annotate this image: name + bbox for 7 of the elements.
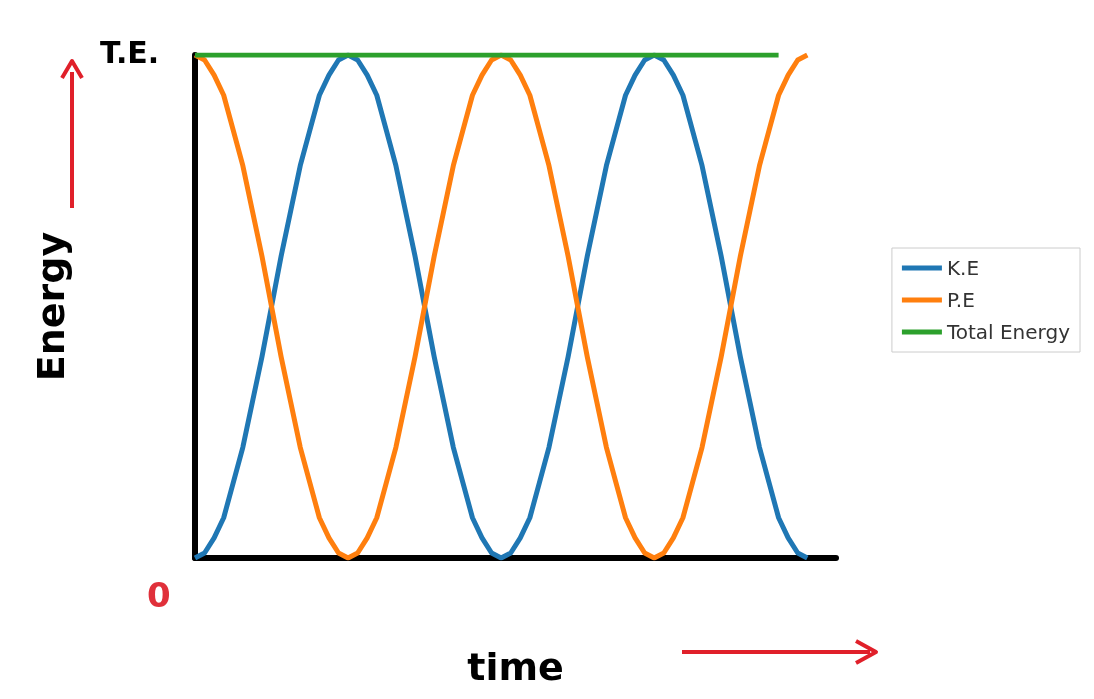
text: 0 xyxy=(147,575,171,615)
legend-label: Total Energy xyxy=(945,320,1071,344)
y-axis-title: Energy xyxy=(29,231,73,382)
x-axis-title: time xyxy=(467,645,564,689)
legend-label: P.E xyxy=(946,288,975,312)
legend-label: K.E xyxy=(946,256,980,280)
text: T.E. xyxy=(100,34,160,70)
